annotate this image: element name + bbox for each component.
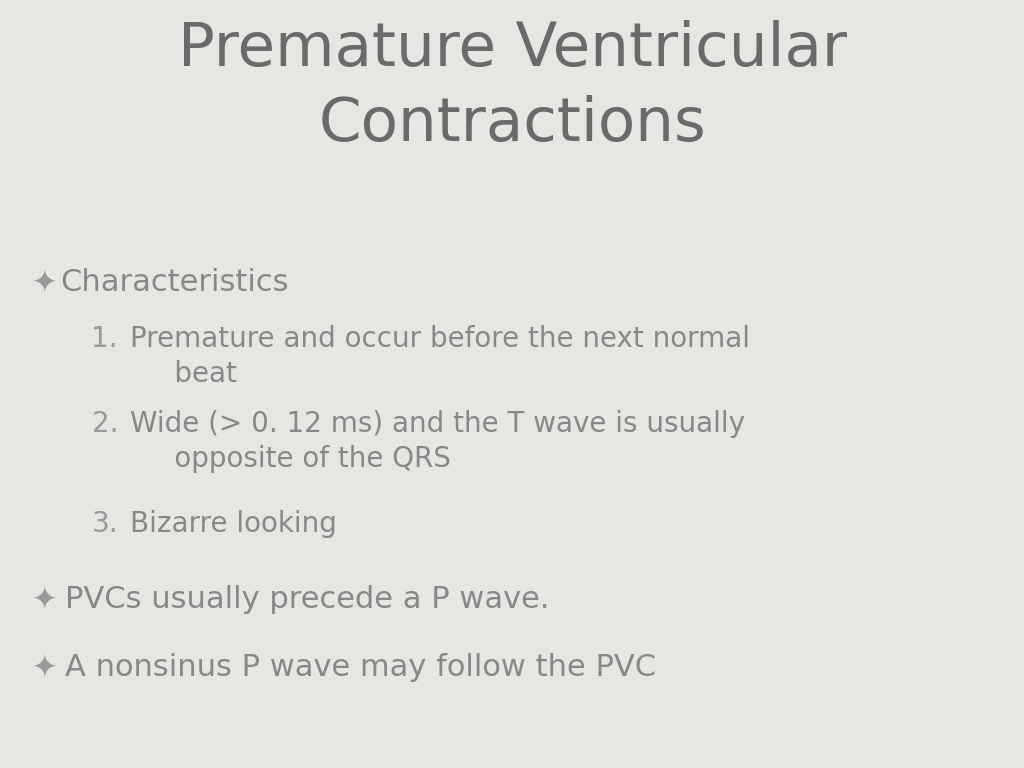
- Text: 2.: 2.: [91, 410, 118, 438]
- Text: A nonsinus P wave may follow the PVC: A nonsinus P wave may follow the PVC: [65, 653, 656, 682]
- Text: Wide (> 0. 12 ms) and the T wave is usually
     opposite of the QRS: Wide (> 0. 12 ms) and the T wave is usua…: [130, 410, 745, 472]
- Text: ✦: ✦: [32, 585, 57, 614]
- Text: Bizarre looking: Bizarre looking: [130, 510, 337, 538]
- Text: Premature Ventricular
Contractions: Premature Ventricular Contractions: [177, 20, 847, 154]
- Text: 3.: 3.: [91, 510, 118, 538]
- Text: PVCs usually precede a P wave.: PVCs usually precede a P wave.: [65, 585, 550, 614]
- Text: Characteristics: Characteristics: [60, 268, 289, 297]
- Text: Premature and occur before the next normal
     beat: Premature and occur before the next norm…: [130, 325, 750, 388]
- Text: 1.: 1.: [91, 325, 118, 353]
- Text: ✦: ✦: [32, 653, 57, 682]
- Text: ✦: ✦: [32, 268, 57, 297]
